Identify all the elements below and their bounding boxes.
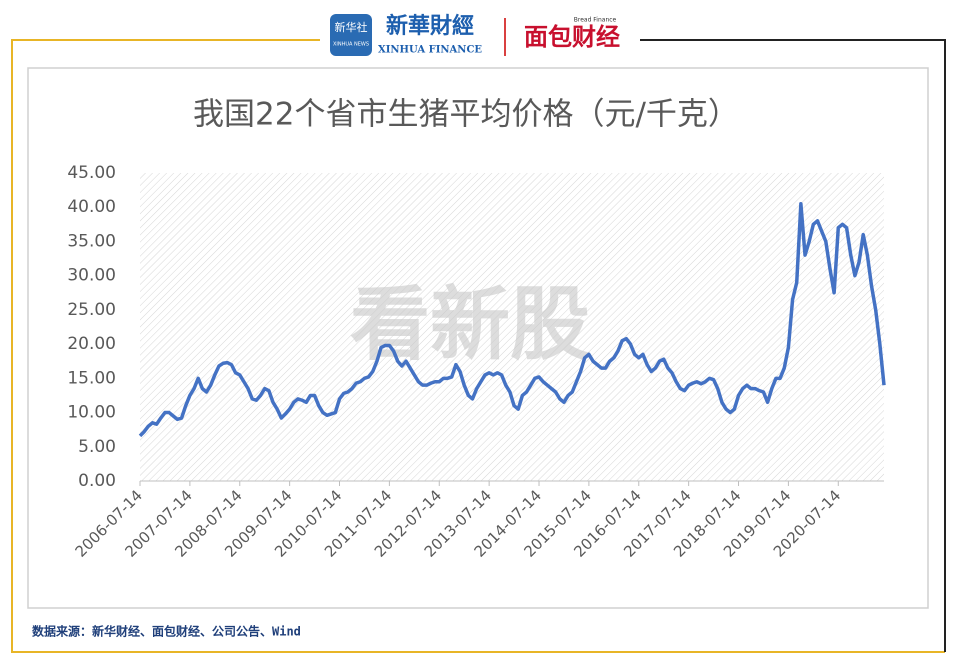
logo-xinhua: 新华社 — [335, 20, 368, 34]
watermark: 看新股 — [350, 278, 590, 371]
y-tick-label: 10.00 — [67, 403, 116, 423]
logos: 新华社 XINHUA NEWS 新華財經 XINHUA FINANCE Brea… — [330, 13, 620, 56]
y-tick-label: 5.00 — [78, 437, 116, 457]
y-tick-label: 0.00 — [78, 471, 116, 491]
logo-bread-en: Bread Finance — [574, 17, 617, 24]
plot-area — [140, 173, 884, 481]
logo-finance: 新華財經 — [386, 13, 474, 39]
y-tick-label: 45.00 — [67, 163, 116, 183]
y-tick-label: 35.00 — [67, 231, 116, 251]
logo-xinhua-sub: XINHUA NEWS — [333, 42, 369, 48]
y-tick-label: 20.00 — [67, 334, 116, 354]
y-tick-label: 40.00 — [67, 197, 116, 217]
logo-bread: 面包财经 — [524, 23, 620, 51]
source-note: 数据来源：新华财经、面包财经、公司公告、Wind — [32, 624, 301, 639]
data-line — [138, 202, 886, 438]
logo-badge — [330, 14, 372, 56]
y-tick-label: 30.00 — [67, 266, 116, 286]
logo-finance-en: XINHUA FINANCE — [378, 45, 482, 56]
y-tick-label: 25.00 — [67, 300, 116, 320]
chart-title: 我国22个省市生猪平均价格（元/千克） — [193, 97, 739, 133]
y-tick-label: 15.00 — [67, 368, 116, 388]
